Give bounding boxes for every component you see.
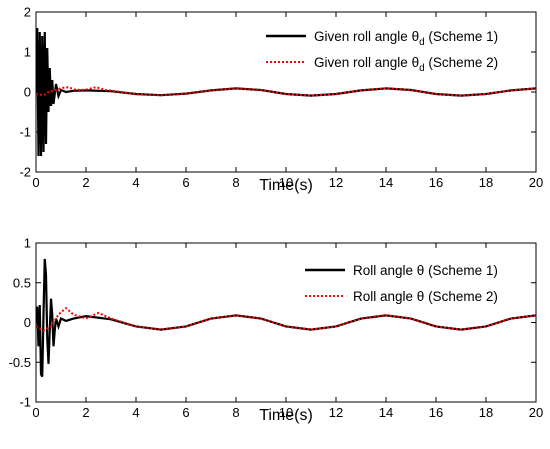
y-tick-label: -2 xyxy=(19,165,31,180)
x-tick-label: 16 xyxy=(429,405,443,420)
y-tick-label: 1 xyxy=(24,236,31,251)
y-tick-label: 0.5 xyxy=(13,275,31,290)
y-tick-label: 1 xyxy=(24,45,31,60)
y-tick-label: 0 xyxy=(24,85,31,100)
legend-label-1: Given roll angle θd (Scheme 1) xyxy=(314,29,498,48)
x-tick-label: 8 xyxy=(232,405,239,420)
y-tick-label: -0.5 xyxy=(9,355,31,370)
x-tick-label: 12 xyxy=(329,175,343,190)
x-tick-label: 2 xyxy=(82,405,89,420)
x-tick-label: 8 xyxy=(232,175,239,190)
x-tick-label: 18 xyxy=(479,405,493,420)
legend-label-2: Roll angle θ (Scheme 2) xyxy=(353,289,498,304)
x-tick-label: 6 xyxy=(182,175,189,190)
x-tick-label: 10 xyxy=(279,175,293,190)
x-tick-label: 0 xyxy=(32,175,39,190)
x-tick-label: 18 xyxy=(479,175,493,190)
x-tick-label: 4 xyxy=(132,175,139,190)
x-tick-label: 6 xyxy=(182,405,189,420)
x-axis-label: Time(s) xyxy=(259,177,313,194)
x-tick-label: 16 xyxy=(429,175,443,190)
x-tick-label: 14 xyxy=(379,175,393,190)
x-tick-label: 14 xyxy=(379,405,393,420)
x-tick-label: 2 xyxy=(82,175,89,190)
series-line-1 xyxy=(36,27,536,157)
y-tick-label: 0 xyxy=(24,315,31,330)
x-tick-label: 12 xyxy=(329,405,343,420)
series-line-2 xyxy=(36,86,536,97)
x-tick-label: 10 xyxy=(279,405,293,420)
bottom-chart: 0 2 4 6 8 10 12 14 16 18 20 -1 -0.5 0 0.5 1 Time(s) Roll … xyxy=(9,236,544,425)
x-tick-label: 20 xyxy=(529,405,543,420)
x-axis-label: Time(s) xyxy=(259,407,313,424)
series-line-1 xyxy=(36,258,536,378)
x-tick-label: 0 xyxy=(32,405,39,420)
y-tick-label: -1 xyxy=(19,125,31,140)
y-tick-label: -1 xyxy=(19,395,31,410)
legend-label-2: Given roll angle θd (Scheme 2) xyxy=(314,55,498,74)
x-tick-label: 20 xyxy=(529,175,543,190)
legend-label-1: Roll angle θ (Scheme 1) xyxy=(353,263,498,278)
y-tick-label: 2 xyxy=(24,5,31,20)
x-tick-label: 4 xyxy=(132,405,139,420)
